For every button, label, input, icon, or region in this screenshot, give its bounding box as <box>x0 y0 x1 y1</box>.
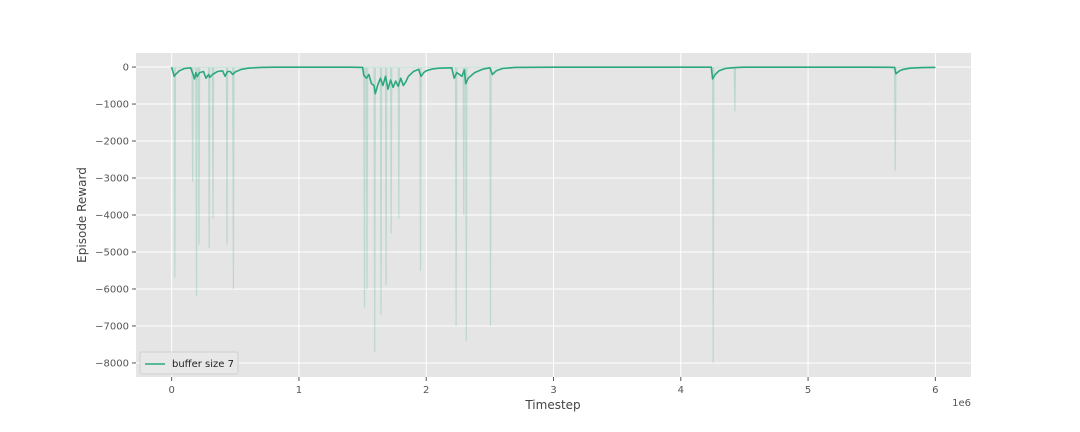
smoothed-series-layer <box>170 66 936 95</box>
x-tick-label: 4 <box>678 385 684 396</box>
y-axis-label: Episode Reward <box>75 167 89 263</box>
y-tick-label: −3000 <box>95 174 129 185</box>
legend-label: buffer size 7 <box>172 359 234 370</box>
x-tick-label: 2 <box>423 385 429 396</box>
y-tick-label: −2000 <box>95 137 129 148</box>
x-tick-label: 1 <box>296 385 302 396</box>
x-axis-ticks: 0 1 2 3 4 5 6 <box>168 377 939 396</box>
y-tick-label: −8000 <box>95 358 129 369</box>
smoothed-reward-line <box>170 66 936 95</box>
raw-reward-line <box>171 66 936 363</box>
y-tick-label: 0 <box>123 63 129 74</box>
y-axis-ticks: 0 −1000 −2000 −3000 −4000 −5000 −6000 −7000 −800… <box>95 63 136 369</box>
y-tick-label: −7000 <box>95 321 129 332</box>
legend: buffer size 7 <box>139 351 239 375</box>
legend-box <box>139 351 239 375</box>
y-tick-label: −6000 <box>95 284 129 295</box>
y-tick-label: −4000 <box>95 211 129 222</box>
x-tick-label: 0 <box>168 385 174 396</box>
y-tick-label: −5000 <box>95 247 129 258</box>
x-axis-offset-label: 1e6 <box>952 398 971 409</box>
raw-series-layer <box>171 66 936 363</box>
x-tick-label: 3 <box>550 385 556 396</box>
x-tick-label: 5 <box>805 385 811 396</box>
x-axis-label: Timestep <box>524 398 580 412</box>
x-tick-label: 6 <box>932 385 938 396</box>
y-tick-label: −1000 <box>95 100 129 111</box>
